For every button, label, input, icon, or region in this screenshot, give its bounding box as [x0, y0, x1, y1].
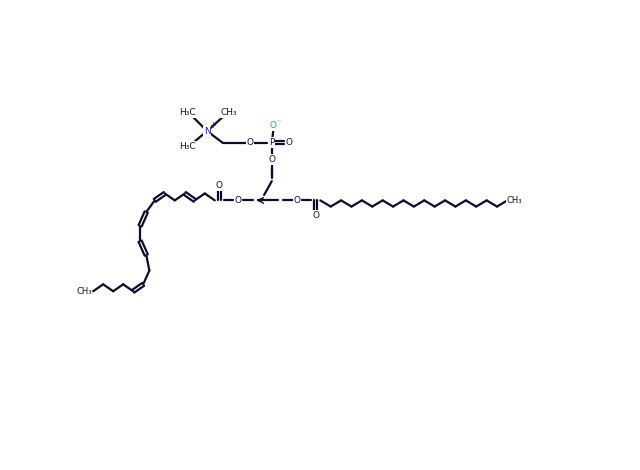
Text: +: +	[209, 121, 216, 130]
Text: CH₃: CH₃	[220, 108, 237, 117]
Text: O: O	[234, 196, 241, 205]
Text: CH₃: CH₃	[507, 196, 522, 205]
Text: O: O	[216, 181, 223, 190]
Text: O: O	[294, 196, 301, 205]
Text: O: O	[312, 211, 319, 219]
Text: CH₃: CH₃	[76, 287, 92, 296]
Text: ⁻: ⁻	[276, 118, 281, 126]
Text: H₃C: H₃C	[179, 108, 195, 117]
Text: H₃C: H₃C	[179, 142, 195, 151]
Text: O: O	[247, 138, 253, 147]
Text: O: O	[270, 121, 277, 130]
Text: P: P	[269, 138, 275, 147]
Text: O: O	[268, 155, 275, 164]
Text: N: N	[204, 126, 211, 135]
Text: O: O	[285, 138, 292, 147]
